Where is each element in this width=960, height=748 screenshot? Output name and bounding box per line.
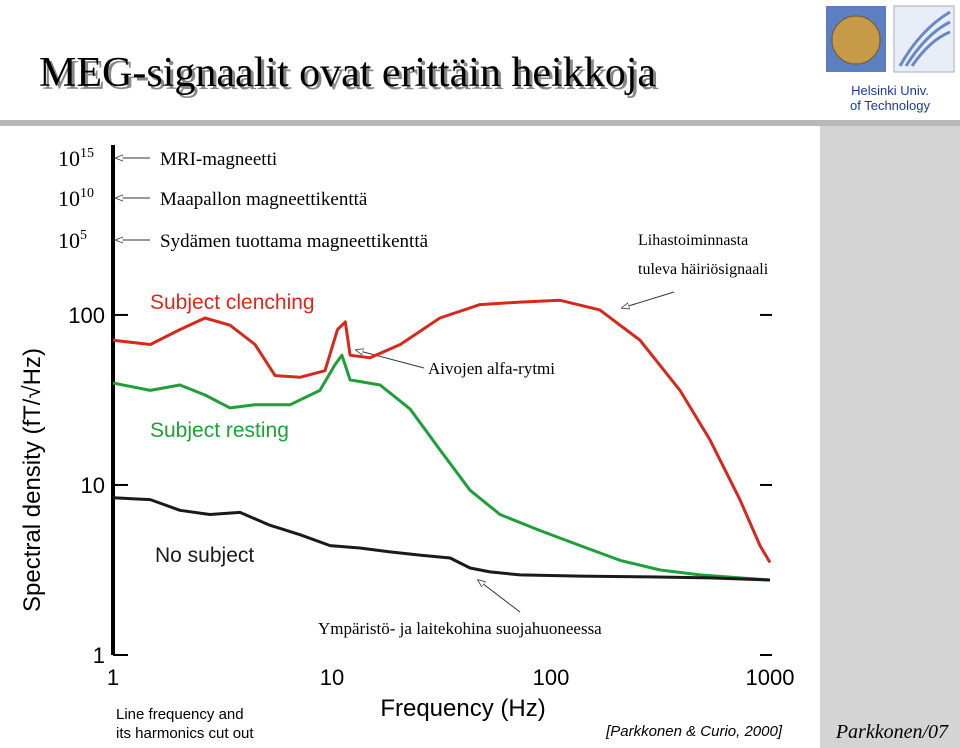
scale-exponent: 10: [80, 186, 94, 201]
series-line: [112, 298, 772, 564]
scale-text: Maapallon magneettikenttä: [160, 189, 368, 210]
arrow: [356, 350, 425, 369]
series-label: Subject resting: [150, 419, 289, 442]
arrow: [622, 291, 675, 308]
scale-mantissa: 10: [58, 146, 80, 171]
y-tick-label: 1: [93, 643, 105, 668]
scale-text: Sydämen tuottama magneettikenttä: [160, 231, 429, 252]
series-line: [112, 496, 771, 582]
title-rule: [0, 120, 960, 126]
annotation: Ympäristö- ja laitekohina suojahuoneessa: [318, 619, 602, 638]
annotation: its harmonics cut out: [116, 725, 254, 742]
sidebar: [820, 120, 960, 748]
y-tick-label: 10: [81, 473, 105, 498]
arrow: [478, 580, 521, 613]
citation: [Parkkonen & Curio, 2000]: [605, 723, 783, 740]
x-tick-label: 100: [533, 665, 570, 690]
series-label: No subject: [155, 544, 254, 567]
annotation: Lihastoiminnasta: [638, 232, 748, 249]
scale-label: 1010: [58, 186, 94, 211]
series-label: Subject clenching: [150, 291, 315, 314]
x-tick-label: 1000: [746, 665, 795, 690]
y-axis-label: Spectral density (fT/√Hz): [19, 348, 46, 612]
logo-text: Helsinki Univ.: [851, 83, 929, 98]
annotation: Line frequency and: [116, 706, 244, 723]
scale-mantissa: 10: [58, 228, 80, 253]
title-shadow: MEG-signaalit ovat erittäin heikkoja: [42, 53, 659, 99]
scale-label: 1015: [58, 146, 94, 171]
annotation: tuleva häiriösignaali: [638, 261, 769, 278]
scale-exponent: 15: [80, 146, 94, 161]
title: MEG-signaalit ovat erittäin heikkoja: [39, 50, 656, 96]
x-tick-label: 1: [107, 665, 119, 690]
x-tick-label: 10: [320, 665, 344, 690]
scale-text: MRI-magneetti: [160, 149, 277, 170]
logo-mark: [898, 10, 951, 67]
scale-mantissa: 10: [58, 186, 80, 211]
series-line: [112, 353, 771, 582]
annotation: Aivojen alfa-rytmi: [428, 359, 555, 378]
author: Parkkonen/07: [835, 721, 949, 743]
scale-exponent: 5: [80, 228, 87, 243]
scale-label: 105: [58, 228, 87, 253]
logo-text: of Technology: [850, 98, 930, 113]
y-tick-label: 100: [68, 303, 105, 328]
logo-helmet: [831, 15, 881, 65]
x-axis-label: Frequency (Hz): [380, 695, 545, 722]
